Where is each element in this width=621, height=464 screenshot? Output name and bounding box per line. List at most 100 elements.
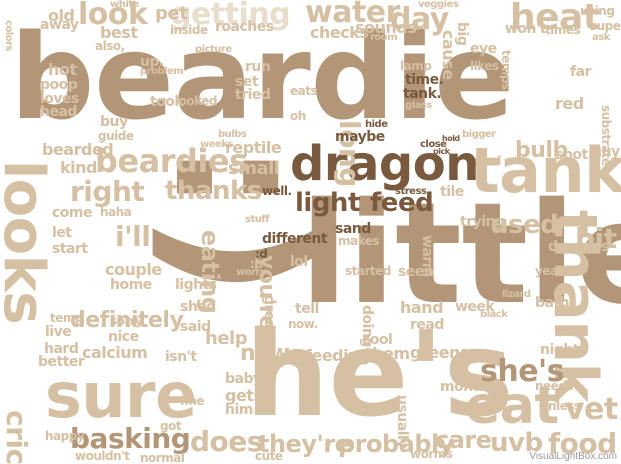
word-little: little [300, 173, 621, 336]
word-wont: won't [505, 21, 547, 37]
word-great: great [261, 295, 277, 336]
word-tank: tank [470, 134, 621, 207]
word-probably: probably [338, 430, 454, 458]
word-seen: seen [398, 264, 434, 280]
word-heat: heat [510, 0, 600, 38]
word-bigger: bigger [462, 129, 496, 140]
word-light: light [295, 188, 360, 218]
word-night: night [540, 342, 579, 358]
word-basking: basking [70, 422, 191, 455]
word-months: months [440, 379, 497, 395]
word-poop: poop [40, 77, 78, 93]
word-warm: warm [419, 235, 435, 277]
word-oh: oh [290, 109, 306, 123]
word-shed: shed [180, 299, 216, 315]
word-far: far [570, 64, 591, 80]
word-tried: tried [235, 87, 271, 103]
word-day: day [390, 2, 449, 37]
word-greens: greens [410, 343, 469, 362]
word-pet: pet [155, 3, 188, 24]
word-home: home [110, 277, 152, 293]
word-eat: eat [465, 376, 559, 436]
word-started: started [345, 264, 391, 278]
word-black: black [480, 309, 508, 320]
word-cool: cool [362, 332, 393, 348]
word-white: white [110, 0, 139, 10]
word-maybe: maybe [335, 129, 385, 145]
word-big: big [454, 22, 470, 46]
word-wouldnt: wouldn't [75, 449, 130, 463]
word-close: close [420, 139, 447, 150]
word-time: time. [405, 72, 444, 88]
word-tell: tell [295, 301, 319, 317]
word-kind: kind [60, 158, 97, 177]
word-feed: feed [370, 188, 434, 218]
word-ill: i'll [115, 220, 151, 253]
word-ask: ask [592, 32, 610, 43]
word-vet: vet [565, 392, 618, 427]
word-temp: temp [50, 311, 83, 325]
word-looked: looked [175, 94, 218, 108]
word-bad: bad [477, 154, 501, 168]
word-loves: loves [40, 91, 79, 107]
word-shes: she's [480, 354, 565, 389]
word-lamp: lamp [400, 59, 432, 73]
word-better: better [38, 354, 85, 370]
word-reptile: reptile [225, 138, 282, 157]
word-come: come [52, 205, 93, 221]
word-small: small [228, 158, 280, 179]
word-sure: sure [45, 359, 197, 432]
word-makes: makes [338, 234, 380, 248]
word-stress: stress [395, 186, 427, 197]
word-roaches: roaches [215, 19, 274, 35]
word-bulb: bulb [515, 138, 568, 163]
word-also: also, [95, 39, 125, 53]
word-thanks: thanks [165, 176, 262, 206]
word-hes: he's [245, 305, 514, 443]
word-lol: lol [290, 254, 308, 270]
word-eats: eats [290, 84, 318, 98]
word-unless: unless [540, 399, 581, 413]
word-temps: temps [499, 50, 513, 90]
word-calcium: calcium [82, 343, 148, 362]
word-buy: buy [100, 114, 128, 130]
word-sorry: sorry [110, 314, 143, 328]
word-veggies: veggies [418, 0, 459, 10]
word-best: best [100, 23, 138, 42]
word-up: up. [140, 54, 164, 70]
word-hand: hand [400, 298, 444, 317]
word-stuff: stuff [245, 214, 270, 225]
word-lights: lights [175, 277, 217, 293]
word-guy: guy [592, 144, 620, 160]
word-look: look [78, 0, 148, 32]
word-cute: cute [255, 449, 283, 463]
word-haha: haha [100, 205, 132, 219]
word-looks: looks [0, 160, 56, 325]
word-beardies: beardies [95, 142, 248, 180]
word-worry: worry [236, 267, 267, 278]
word-tank-dot: tank. [403, 86, 442, 102]
word-spot: spot [555, 147, 588, 163]
word-bulbs: bulbs [218, 129, 247, 140]
word-crickets: crickets [0, 410, 33, 464]
word-old: old [48, 6, 75, 25]
word-worms: worms [410, 447, 453, 461]
word-sand: sand [335, 221, 371, 237]
word-smiley-d: :d [255, 247, 268, 261]
word-beardie: beardie [10, 8, 514, 146]
word-yeah: yeah [535, 264, 566, 278]
word-hot: hot [48, 60, 77, 79]
word-them: them [365, 344, 410, 363]
word-usually: usually [394, 395, 410, 448]
word-let: let [52, 225, 72, 241]
word-sounds: sounds [355, 18, 417, 37]
word-hold: hold [442, 134, 460, 143]
word-room: room [370, 32, 398, 43]
word-checks: checks [310, 23, 369, 42]
word-happy: happy [45, 429, 85, 443]
word-new: new [240, 341, 290, 366]
word-got: got [160, 419, 182, 433]
word-weeks: weeks [200, 139, 233, 150]
word-likes: likes [470, 59, 499, 73]
